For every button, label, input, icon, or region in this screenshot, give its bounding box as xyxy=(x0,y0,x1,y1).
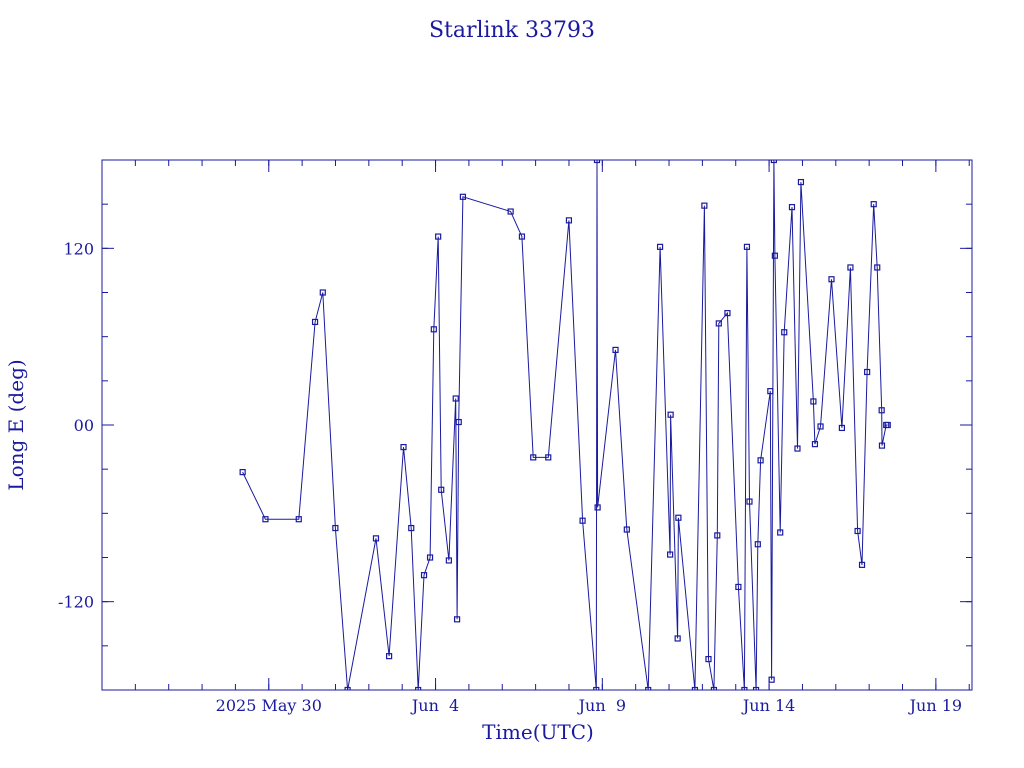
data-point-marker xyxy=(667,551,674,558)
data-point-marker xyxy=(777,529,784,536)
data-point-marker xyxy=(311,318,319,326)
data-point-marker xyxy=(741,686,748,690)
data-point-marker xyxy=(794,445,801,452)
data-point-marker xyxy=(735,583,742,591)
data-point-marker xyxy=(858,561,866,568)
data-point-marker xyxy=(864,368,871,376)
x-tick-label: Jun 14 xyxy=(741,696,795,715)
data-point-marker xyxy=(701,202,708,209)
data-point-marker xyxy=(565,217,573,224)
data-point-marker xyxy=(757,457,764,464)
y-tick-label: 00 xyxy=(74,416,94,435)
data-point-marker xyxy=(295,516,302,523)
series-line xyxy=(242,160,888,690)
data-point-marker xyxy=(459,193,467,200)
data-point-marker xyxy=(781,329,788,336)
data-point-marker xyxy=(319,289,326,296)
data-point-marker xyxy=(715,320,722,327)
axes: 2025 May 30 Jun 4 Jun 9 Jun 14 Jun 19 120 00 -1… xyxy=(58,159,973,715)
x-tick-label: 2025 May 30 xyxy=(216,696,322,715)
data-point-marker xyxy=(623,526,630,533)
data-point-marker xyxy=(743,243,751,250)
data-point-marker xyxy=(811,441,819,448)
data-point-marker xyxy=(691,686,699,690)
data-point-marker xyxy=(870,201,877,208)
y-tick-label: -120 xyxy=(58,593,94,612)
data-point-marker xyxy=(426,554,434,561)
data-point-marker xyxy=(507,208,514,215)
data-point-marker xyxy=(435,233,442,240)
data-point-marker xyxy=(675,514,682,521)
data-point-marker xyxy=(545,454,552,461)
data-point-marker xyxy=(767,388,774,395)
data-point-marker xyxy=(674,635,681,642)
data-point-marker xyxy=(788,204,796,211)
data-point-marker xyxy=(445,557,452,564)
data-point-marker xyxy=(770,160,777,164)
data-point-marker xyxy=(797,178,805,186)
data-point-marker xyxy=(828,276,835,283)
data-point-marker xyxy=(810,398,817,405)
data-point-marker xyxy=(771,252,778,259)
data-point-marker xyxy=(817,423,824,430)
x-tick-label: Jun 4 xyxy=(410,696,459,715)
data-point-marker xyxy=(645,686,652,690)
data-point-marker xyxy=(667,411,674,418)
data-point-marker xyxy=(593,686,600,690)
data-point-marker xyxy=(386,653,393,660)
data-point-marker xyxy=(415,686,422,690)
y-axis-title: Long E (deg) xyxy=(4,359,28,490)
data-point-marker xyxy=(854,527,861,535)
data-point-marker xyxy=(453,616,461,623)
data-point-marker xyxy=(452,395,459,402)
data-point-marker xyxy=(530,454,537,461)
data-point-marker xyxy=(332,524,339,532)
data-point-marker xyxy=(847,264,854,271)
data-point-marker xyxy=(262,516,269,523)
data-point-marker xyxy=(455,418,462,426)
data-point-marker xyxy=(714,532,721,539)
data-point-marker xyxy=(239,469,246,476)
data-point-marker xyxy=(344,686,351,690)
data-point-marker xyxy=(438,486,445,493)
data-point-marker xyxy=(372,535,380,542)
data-point-marker xyxy=(874,264,881,271)
data-point-marker xyxy=(878,407,885,414)
data-point-marker xyxy=(746,498,753,505)
data-point-marker xyxy=(612,346,619,354)
data-point-marker xyxy=(656,243,664,250)
data-point-marker xyxy=(593,160,601,164)
data-point-marker xyxy=(408,524,415,532)
data-point-marker xyxy=(884,421,891,429)
data-point-marker xyxy=(518,233,526,240)
data-point-marker xyxy=(420,572,428,579)
data-point-marker xyxy=(594,504,601,511)
chart-title: Starlink 33793 xyxy=(429,18,595,43)
data-point-marker xyxy=(400,443,407,451)
x-tick-label: Jun 9 xyxy=(577,696,626,715)
x-tick-label: Jun 19 xyxy=(908,696,962,715)
data-point-marker xyxy=(430,326,437,333)
data-point-marker xyxy=(710,686,718,690)
y-tick-label: 120 xyxy=(63,239,94,258)
data-point-marker xyxy=(768,676,775,683)
x-axis-title: Time(UTC) xyxy=(482,720,594,744)
data-point-marker xyxy=(878,442,886,449)
data-point-marker xyxy=(579,517,586,524)
plot-area xyxy=(239,160,891,690)
data-point-marker xyxy=(838,424,845,432)
data-point-marker xyxy=(752,686,760,690)
data-point-marker xyxy=(754,541,761,548)
data-point-marker xyxy=(705,655,712,663)
data-point-marker xyxy=(724,310,731,317)
